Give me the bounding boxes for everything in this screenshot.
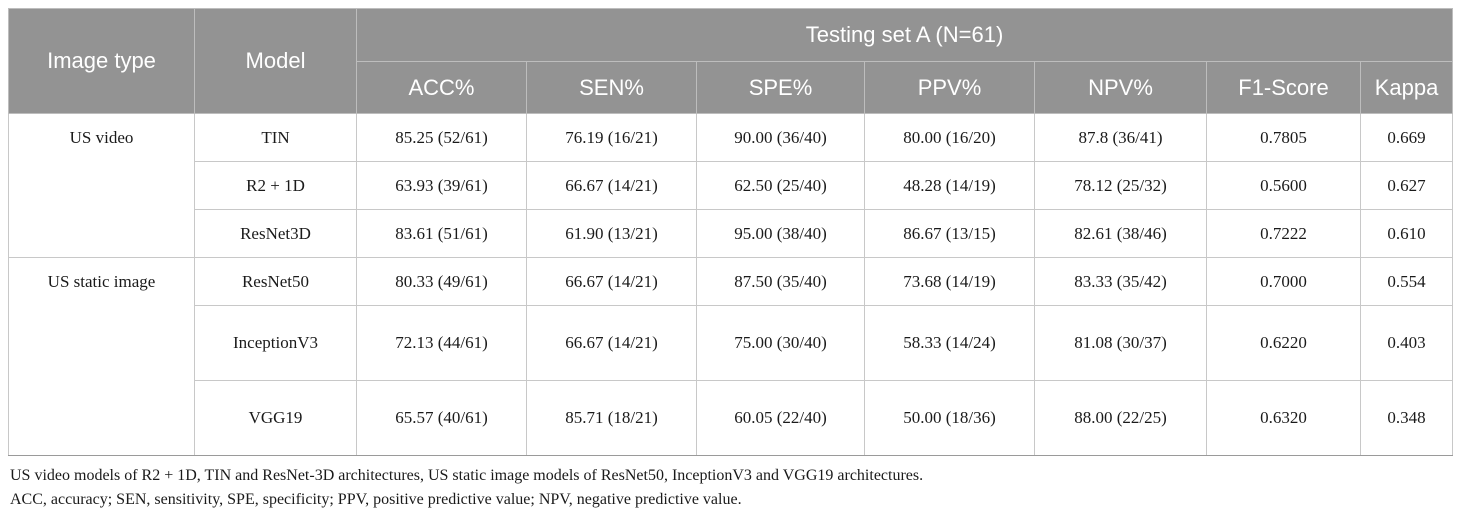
header-image-type: Image type <box>8 8 195 114</box>
cell-f1: 0.5600 <box>1206 161 1361 210</box>
cell-image-type: US static image <box>8 257 195 306</box>
table-row: InceptionV3 72.13 (44/61) 66.67 (14/21) … <box>8 305 1454 381</box>
cell-kappa: 0.627 <box>1359 161 1454 210</box>
cell-image-type <box>8 305 195 381</box>
cell-acc: 80.33 (49/61) <box>356 257 527 306</box>
cell-image-type <box>8 209 195 258</box>
cell-sen: 66.67 (14/21) <box>526 257 697 306</box>
header-f1: F1-Score <box>1206 61 1361 114</box>
header-spe: SPE% <box>696 61 865 114</box>
cell-ppv: 73.68 (14/19) <box>864 257 1035 306</box>
cell-kappa: 0.554 <box>1359 257 1454 306</box>
header-npv: NPV% <box>1034 61 1207 114</box>
table-row: R2 + 1D 63.93 (39/61) 66.67 (14/21) 62.5… <box>8 161 1454 210</box>
footnote-architectures: US video models of R2 + 1D, TIN and ResN… <box>10 467 924 484</box>
cell-npv: 78.12 (25/32) <box>1034 161 1207 210</box>
cell-model: TIN <box>194 113 357 162</box>
cell-f1: 0.6320 <box>1206 380 1361 456</box>
cell-image-type <box>8 161 195 210</box>
cell-npv: 88.00 (22/25) <box>1034 380 1207 456</box>
cell-image-type <box>8 380 195 456</box>
cell-kappa: 0.669 <box>1359 113 1454 162</box>
cell-acc: 63.93 (39/61) <box>356 161 527 210</box>
cell-f1: 0.7222 <box>1206 209 1361 258</box>
cell-spe: 90.00 (36/40) <box>696 113 865 162</box>
cell-sen: 66.67 (14/21) <box>526 305 697 381</box>
cell-sen: 66.67 (14/21) <box>526 161 697 210</box>
cell-sen-text: 66.67 (14/21) <box>565 333 658 352</box>
cell-npv: 81.08 (30/37) <box>1034 305 1207 381</box>
cell-sen: 61.90 (13/21) <box>526 209 697 258</box>
table-row: US video TIN 85.25 (52/61) 76.19 (16/21)… <box>8 113 1454 162</box>
table-body: US video TIN 85.25 (52/61) 76.19 (16/21)… <box>8 113 1454 456</box>
cell-kappa: 0.348 <box>1359 380 1454 456</box>
table-row: US static image ResNet50 80.33 (49/61) 6… <box>8 257 1454 306</box>
cell-acc: 85.25 (52/61) <box>356 113 527 162</box>
cell-model: ResNet50 <box>194 257 357 306</box>
cell-spe: 62.50 (25/40) <box>696 161 865 210</box>
header-ppv: PPV% <box>864 61 1035 114</box>
cell-image-type: US video <box>8 113 195 162</box>
cell-model: InceptionV3 <box>194 305 357 381</box>
table-footnotes: US video models of R2 + 1D, TIN and ResN… <box>8 464 1452 512</box>
cell-npv: 87.8 (36/41) <box>1034 113 1207 162</box>
cell-kappa: 0.610 <box>1359 209 1454 258</box>
footnote-abbreviations: ACC, accuracy; SEN, sensitivity, SPE, sp… <box>10 491 742 508</box>
cell-spe: 87.50 (35/40) <box>696 257 865 306</box>
cell-sen-text: 85.71 (18/21) <box>565 408 658 427</box>
cell-spe: 75.00 (30/40) <box>696 305 865 381</box>
table-header: Image type Model Testing set A (N=61) AC… <box>8 8 1454 114</box>
cell-spe: 60.05 (22/40) <box>696 380 865 456</box>
cell-spe: 95.00 (38/40) <box>696 209 865 258</box>
cell-model: VGG19 <box>194 380 357 456</box>
cell-kappa: 0.403 <box>1359 305 1454 381</box>
cell-ppv: 80.00 (16/20) <box>864 113 1035 162</box>
cell-model: R2 + 1D <box>194 161 357 210</box>
cell-f1: 0.7805 <box>1206 113 1361 162</box>
cell-ppv: 58.33 (14/24) <box>864 305 1035 381</box>
cell-f1: 0.7000 <box>1206 257 1361 306</box>
table-row: VGG19 65.57 (40/61) 85.71 (18/21) 60.05 … <box>8 380 1454 456</box>
cell-ppv: 50.00 (18/36) <box>864 380 1035 456</box>
cell-ppv: 86.67 (13/15) <box>864 209 1035 258</box>
cell-model: ResNet3D <box>194 209 357 258</box>
header-model: Model <box>194 8 357 114</box>
cell-ppv: 48.28 (14/19) <box>864 161 1035 210</box>
header-acc: ACC% <box>356 61 527 114</box>
cell-acc: 65.57 (40/61) <box>356 380 527 456</box>
cell-npv: 83.33 (35/42) <box>1034 257 1207 306</box>
header-sen: SEN% <box>526 61 697 114</box>
results-table-container: Image type Model Testing set A (N=61) AC… <box>8 8 1454 512</box>
cell-sen: 85.71 (18/21) <box>526 380 697 456</box>
header-testing-set: Testing set A (N=61) <box>355 8 1454 62</box>
results-table: Image type Model Testing set A (N=61) AC… <box>8 8 1454 456</box>
header-kappa: Kappa <box>1359 61 1454 114</box>
cell-acc: 72.13 (44/61) <box>356 305 527 381</box>
cell-f1: 0.6220 <box>1206 305 1361 381</box>
cell-sen: 76.19 (16/21) <box>526 113 697 162</box>
cell-npv: 82.61 (38/46) <box>1034 209 1207 258</box>
cell-acc: 83.61 (51/61) <box>356 209 527 258</box>
table-row: ResNet3D 83.61 (51/61) 61.90 (13/21) 95.… <box>8 209 1454 258</box>
